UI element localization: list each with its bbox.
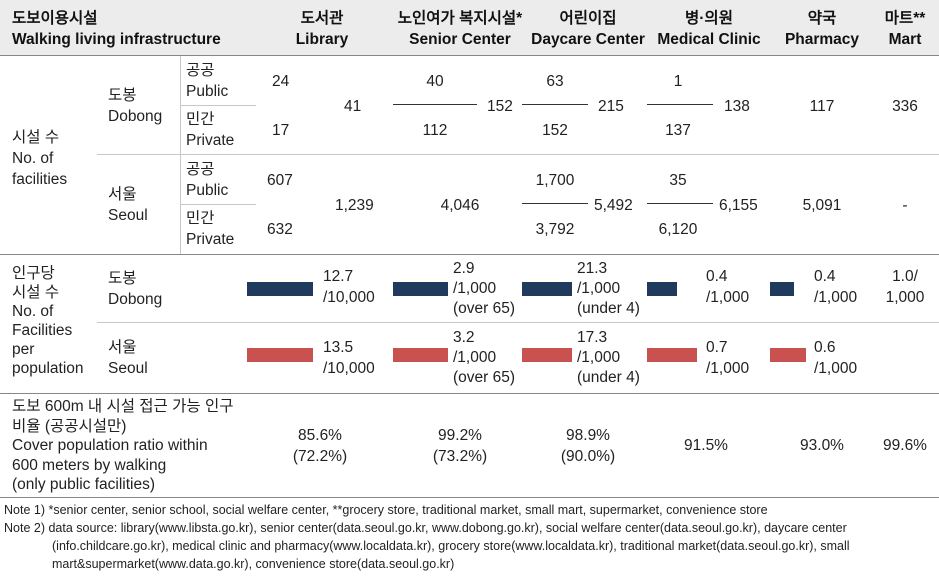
header-mart: 마트** Mart [884, 10, 926, 48]
cell-value: 137 [665, 122, 691, 139]
cell-value: 85.6% (72.2%) [292, 427, 348, 465]
cell-value: - [902, 197, 908, 214]
per-population-label: 인구당 시설 수 No. of Facilities per populatio… [12, 265, 84, 377]
cell-value: 0.4 /1,000 [706, 268, 750, 306]
cell-value: 3.2 /1,000 (over 65) [453, 329, 516, 386]
sub-column-divider [180, 56, 181, 254]
cell-value: 1 [673, 73, 683, 90]
cell-value: 3,792 [535, 221, 575, 238]
region-dobong: 도봉 Dobong [108, 270, 163, 308]
cell-value: 35 [669, 172, 687, 189]
cell-value: 6,120 [658, 221, 698, 238]
note-2-cont: mart&supermarket(www.data.go.kr), conven… [52, 557, 455, 571]
fraction-rule [522, 104, 588, 105]
header-daycare-center: 어린이집 Daycare Center [531, 10, 645, 48]
seoul-bar-daycare [522, 348, 572, 362]
table-header [0, 0, 939, 55]
note-2: Note 2) data source: library(www.libsta.… [4, 521, 847, 535]
cell-value: 17.3 /1,000 (under 4) [577, 329, 640, 386]
dobong-bar-daycare [522, 282, 572, 296]
cell-value: 112 [422, 122, 448, 139]
fraction-rule [522, 203, 588, 204]
cell-value: 91.5% [684, 437, 728, 454]
coverage-label: 도보 600m 내 시설 접근 가능 인구 비율 (공공시설만) Cover p… [12, 398, 234, 493]
header-library: 도서관 Library [295, 10, 349, 48]
section-divider [0, 254, 939, 255]
cell-value: 12.7 /10,000 [323, 268, 375, 306]
sub-row-divider [180, 105, 256, 106]
sub-label-public: 공공 Public [186, 62, 229, 100]
section-divider [0, 393, 939, 394]
sub-label-public: 공공 Public [186, 161, 229, 199]
cell-value: 138 [724, 98, 750, 115]
header-divider [0, 55, 939, 56]
seoul-bar-clinic [647, 348, 697, 362]
header-pharmacy: 약국 Pharmacy [784, 10, 860, 48]
sub-row-divider [180, 204, 256, 205]
note-1: Note 1) *senior center, senior school, s… [4, 503, 768, 517]
facilities-label: 시설 수 No. of facilities [12, 129, 68, 188]
dobong-bar-senior [393, 282, 448, 296]
cell-value: 336 [892, 98, 918, 115]
header-medical-clinic: 병·의원 Medical Clinic [657, 10, 761, 48]
cell-value: 6,155 [719, 197, 758, 214]
cell-value: 13.5 /10,000 [323, 339, 375, 377]
cell-value: 607 [267, 172, 293, 189]
cell-value: 0.6 /1,000 [814, 339, 858, 377]
sub-label-private: 민간 Private [186, 210, 235, 248]
cell-value: 117 [809, 98, 835, 115]
fraction-rule [647, 104, 713, 105]
seoul-bar-library [247, 348, 313, 362]
table-bottom-border [0, 497, 939, 498]
cell-value: 40 [426, 73, 444, 90]
cell-value: 63 [546, 73, 564, 90]
cell-value: 215 [598, 98, 624, 115]
header-corner-en: Walking living infrastructure [12, 31, 221, 48]
cell-value: 1,239 [335, 197, 374, 214]
cell-value: 99.6% [883, 437, 927, 454]
cell-value: 24 [272, 73, 290, 90]
dobong-bar-clinic [647, 282, 677, 296]
cell-value: 17 [272, 122, 290, 139]
fraction-rule [647, 203, 713, 204]
cell-value: 2.9 /1,000 (over 65) [453, 260, 516, 317]
cell-value: 41 [344, 98, 362, 115]
cell-value: 152 [542, 122, 568, 139]
seoul-bar-pharmacy [770, 348, 806, 362]
fraction-rule [393, 104, 477, 105]
cell-value: 21.3 /1,000 (under 4) [577, 260, 640, 317]
cell-value: 93.0% [800, 437, 844, 454]
seoul-bar-senior [393, 348, 448, 362]
region-dobong: 도봉 Dobong [108, 87, 163, 125]
region-seoul: 서울 Seoul [108, 339, 148, 377]
cell-value: 4,046 [440, 197, 480, 214]
header-corner-ko: 도보이용시설 [12, 10, 98, 27]
cell-value: 632 [267, 221, 293, 238]
header-senior-center: 노인여가 복지시설* Senior Center [397, 10, 523, 48]
cell-value: 1.0/ 1,000 [885, 268, 925, 306]
cell-value: 5,091 [802, 197, 842, 214]
dobong-bar-library [247, 282, 313, 296]
cell-value: 0.7 /1,000 [706, 339, 750, 377]
cell-value: 152 [487, 98, 513, 115]
cell-value: 1,700 [535, 172, 575, 189]
sub-label-private: 민간 Private [186, 111, 235, 149]
header-corner: 도보이용시설 Walking living infrastructure [12, 8, 221, 50]
row-divider [97, 322, 939, 323]
cell-value: 99.2% (73.2%) [432, 427, 488, 465]
cell-value: 5,492 [594, 197, 633, 214]
dobong-bar-pharmacy [770, 282, 794, 296]
note-2-cont: (info.childcare.go.kr), medical clinic a… [52, 539, 850, 553]
region-seoul: 서울 Seoul [108, 186, 148, 224]
cell-value: 98.9% (90.0%) [560, 427, 616, 465]
row-divider [97, 154, 939, 155]
cell-value: 0.4 /1,000 [814, 268, 858, 306]
